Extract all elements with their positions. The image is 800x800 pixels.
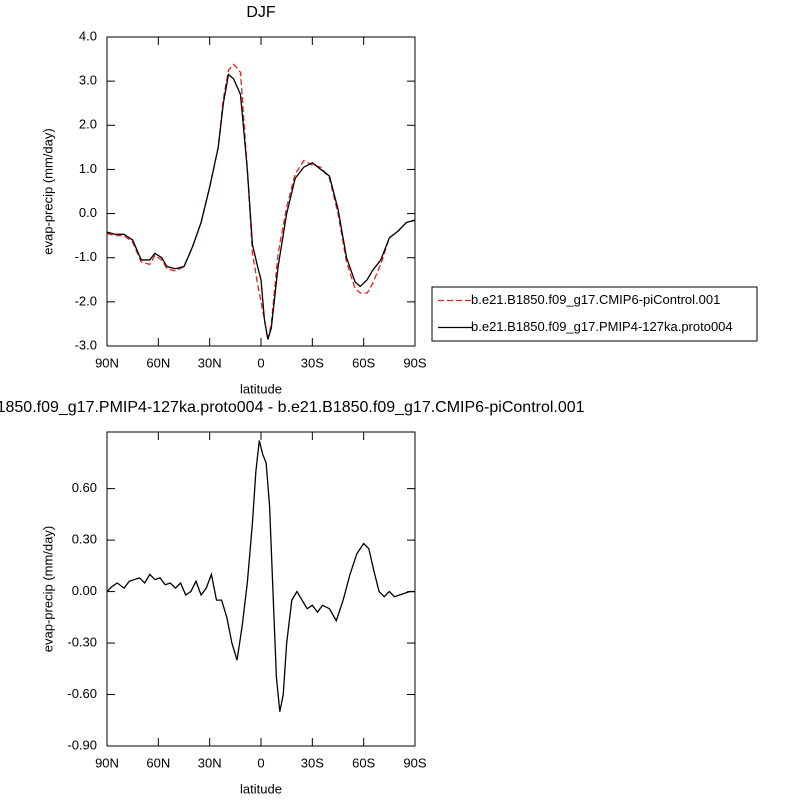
- x-axis-label: latitude: [240, 781, 282, 796]
- x-tick-label: 60N: [146, 755, 170, 770]
- y-tick-label: 4.0: [79, 28, 97, 43]
- x-tick-label: 60S: [352, 355, 375, 370]
- plot-frame: [106, 36, 416, 347]
- x-tick-label: 30N: [198, 355, 222, 370]
- y-tick-label: -2.0: [75, 293, 97, 308]
- legend-label: b.e21.B1850.f09_g17.CMIP6-piControl.001: [471, 292, 720, 307]
- x-tick-label: 90S: [403, 755, 426, 770]
- legend-box: [431, 286, 758, 342]
- x-tick-label: 90N: [95, 755, 119, 770]
- x-tick-label: 30S: [301, 755, 324, 770]
- y-tick-label: -0.90: [67, 737, 97, 752]
- x-tick-label: 90S: [403, 355, 426, 370]
- plot-frame: [106, 431, 416, 747]
- x-tick-label: 60N: [146, 355, 170, 370]
- y-tick-label: 0.30: [72, 532, 97, 547]
- y-tick-label: 1.0: [79, 161, 97, 176]
- x-axis-label: latitude: [240, 381, 282, 396]
- x-tick-label: 60S: [352, 755, 375, 770]
- y-tick-label: 0.0: [79, 205, 97, 220]
- chart-title: b.e21.B1850.f09_g17.PMIP4-127ka.proto004…: [0, 399, 585, 416]
- x-tick-label: 30N: [198, 755, 222, 770]
- y-tick-label: 0.60: [72, 480, 97, 495]
- x-tick-label: 90N: [95, 355, 119, 370]
- y-tick-label: 3.0: [79, 73, 97, 88]
- y-tick-label: -0.30: [67, 634, 97, 649]
- y-tick-label: -1.0: [75, 249, 97, 264]
- y-tick-label: -3.0: [75, 337, 97, 352]
- data-line: [106, 73, 416, 340]
- x-tick-label: 0: [257, 755, 264, 770]
- chart-title: DJF: [246, 4, 276, 21]
- data-line: [106, 63, 416, 340]
- y-tick-label: -0.60: [67, 686, 97, 701]
- data-line: [106, 440, 415, 712]
- x-tick-label: 0: [257, 355, 264, 370]
- y-tick-label: 2.0: [79, 117, 97, 132]
- y-axis-label: evap-precip (mm/day): [40, 128, 55, 254]
- x-tick-label: 30S: [301, 355, 324, 370]
- y-axis-label: evap-precip (mm/day): [40, 526, 55, 652]
- legend-label: b.e21.B1850.f09_g17.PMIP4-127ka.proto004: [471, 319, 733, 334]
- y-tick-label: 0.00: [72, 583, 97, 598]
